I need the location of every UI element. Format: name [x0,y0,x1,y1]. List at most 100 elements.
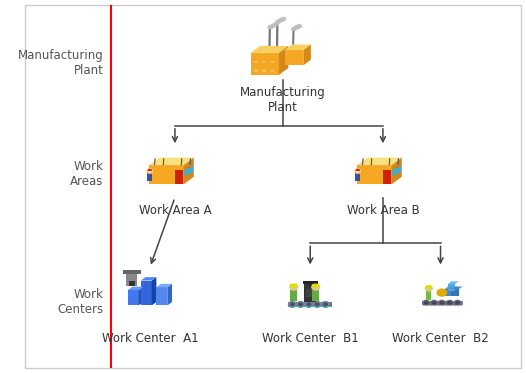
Polygon shape [312,290,319,301]
Text: Manufacturing
Plant: Manufacturing Plant [18,49,104,78]
Polygon shape [367,175,370,176]
Polygon shape [271,69,275,72]
Circle shape [355,169,361,173]
Circle shape [295,26,299,29]
Circle shape [307,303,311,306]
Polygon shape [304,284,316,302]
Polygon shape [451,289,459,296]
Polygon shape [251,46,288,53]
Polygon shape [279,46,288,75]
Polygon shape [367,181,370,182]
Polygon shape [176,181,178,182]
Circle shape [313,301,321,307]
Circle shape [288,301,296,307]
Polygon shape [392,158,402,184]
Polygon shape [398,158,399,165]
Text: Work Center  A1: Work Center A1 [102,332,198,345]
Polygon shape [422,301,463,305]
Polygon shape [383,170,391,184]
Polygon shape [159,181,161,182]
Polygon shape [139,287,144,305]
Circle shape [268,26,272,29]
Polygon shape [141,280,151,305]
Polygon shape [355,173,360,181]
Polygon shape [306,289,315,297]
Polygon shape [451,286,462,289]
Circle shape [315,303,319,306]
Polygon shape [167,284,172,305]
Polygon shape [444,289,452,296]
Text: Work Area B: Work Area B [347,204,419,217]
Circle shape [456,302,459,304]
Polygon shape [149,165,184,184]
Polygon shape [292,29,295,45]
Polygon shape [128,290,139,305]
Polygon shape [357,165,392,184]
Circle shape [271,24,275,28]
Polygon shape [147,169,152,171]
Polygon shape [376,175,378,176]
Polygon shape [392,166,401,176]
Circle shape [312,284,320,290]
Polygon shape [128,280,135,286]
Polygon shape [254,69,258,72]
Polygon shape [151,175,154,176]
Polygon shape [128,287,144,290]
Polygon shape [262,60,266,63]
Circle shape [281,17,286,21]
Circle shape [437,289,447,296]
Circle shape [297,25,301,28]
Polygon shape [151,181,154,182]
Polygon shape [383,181,386,182]
Text: Work
Areas: Work Areas [70,160,104,188]
Polygon shape [254,60,258,63]
Circle shape [321,301,329,307]
Circle shape [297,301,305,307]
Circle shape [276,20,280,23]
Circle shape [431,300,438,305]
Polygon shape [376,181,378,182]
Circle shape [279,19,283,22]
Circle shape [426,286,432,291]
Circle shape [424,302,428,304]
Circle shape [274,23,278,26]
Polygon shape [448,284,455,291]
Polygon shape [393,166,399,170]
Circle shape [440,302,443,304]
Polygon shape [251,53,279,75]
Polygon shape [184,158,194,184]
Polygon shape [141,277,156,280]
Polygon shape [371,158,372,165]
Polygon shape [288,302,332,307]
Polygon shape [147,173,152,181]
Polygon shape [167,181,170,182]
Circle shape [147,169,153,173]
Polygon shape [426,291,431,300]
Polygon shape [359,175,361,176]
Circle shape [446,300,453,305]
Polygon shape [126,274,137,286]
Circle shape [290,284,298,290]
Circle shape [439,300,445,305]
Polygon shape [149,158,194,165]
Polygon shape [285,45,311,50]
Polygon shape [163,158,164,165]
Polygon shape [389,158,390,165]
Polygon shape [383,175,386,176]
Polygon shape [444,286,456,289]
Polygon shape [289,306,332,307]
Polygon shape [304,45,311,65]
Circle shape [299,303,302,306]
Polygon shape [268,28,271,46]
Circle shape [454,300,461,305]
Polygon shape [189,158,191,165]
Text: Work
Centers: Work Centers [58,288,104,316]
Circle shape [432,302,436,304]
Polygon shape [181,158,183,165]
Polygon shape [175,170,183,184]
Polygon shape [302,281,318,284]
Circle shape [292,27,296,31]
Polygon shape [154,158,156,165]
Polygon shape [159,175,161,176]
Polygon shape [271,60,275,63]
